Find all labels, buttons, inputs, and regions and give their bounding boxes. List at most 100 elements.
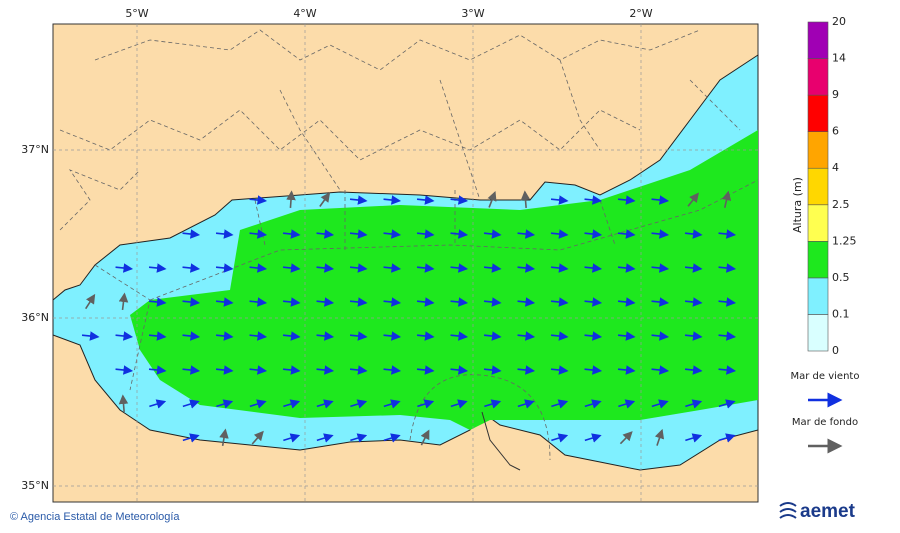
- arrow: [517, 263, 536, 273]
- lon-label: 5°W: [125, 7, 148, 20]
- arrow: [687, 192, 699, 207]
- arrow: [483, 365, 502, 375]
- arrow: [618, 399, 636, 409]
- arrow: [215, 263, 234, 273]
- colorbar-segment: [807, 314, 829, 352]
- arrow: [249, 331, 268, 341]
- arrow: [483, 297, 502, 307]
- arrow: [651, 297, 670, 307]
- colorbar-segment: [807, 58, 829, 96]
- arrow: [684, 297, 703, 307]
- arrow: [115, 263, 134, 273]
- arrow: [416, 229, 435, 239]
- colorbar-tick-label: 0.1: [832, 307, 850, 320]
- colorbar-tick-label: 20: [832, 15, 846, 28]
- colorbar-segment: [807, 277, 829, 315]
- colorbar-segment: [807, 131, 829, 169]
- colorbar-tick-label: 0.5: [832, 271, 850, 284]
- arrow: [550, 195, 569, 205]
- arrow: [282, 229, 301, 239]
- colorbar-segment: [807, 241, 829, 279]
- arrow: [383, 365, 402, 375]
- arrow: [85, 293, 96, 310]
- arrow: [215, 365, 234, 375]
- colorbar-tick-label: 1.25: [832, 234, 857, 247]
- arrow: [383, 195, 402, 205]
- border: [59, 59, 601, 231]
- arrow: [520, 190, 531, 209]
- arrow: [584, 433, 602, 443]
- colorbar-tick-label: 14: [832, 52, 846, 65]
- arrow: [483, 263, 502, 273]
- arrow: [349, 365, 368, 375]
- arrow: [282, 263, 301, 273]
- arrow: [316, 297, 335, 307]
- arrow: [249, 297, 268, 307]
- colorbar-tick-label: 2.5: [832, 198, 850, 211]
- arrow: [517, 229, 536, 239]
- arrow: [316, 365, 335, 375]
- arrow: [617, 331, 636, 341]
- lon-label: 4°W: [293, 7, 316, 20]
- arrow: [685, 399, 703, 409]
- arrow: [118, 394, 129, 413]
- arrow: [349, 229, 368, 239]
- graticule: [53, 24, 758, 502]
- colorbar-segment: [807, 21, 829, 59]
- arrow: [283, 399, 301, 409]
- arrow: [550, 229, 569, 239]
- arrow: [654, 428, 665, 446]
- arrow: [182, 365, 201, 375]
- arrow: [684, 263, 703, 273]
- arrow: [619, 431, 633, 445]
- arrow: [450, 263, 469, 273]
- arrow: [249, 399, 267, 409]
- colorbar-title: Altura (m): [791, 177, 804, 233]
- arrow: [349, 331, 368, 341]
- arrow: [718, 433, 736, 443]
- arrow: [383, 229, 402, 239]
- arrow: [215, 331, 234, 341]
- arrow: [684, 331, 703, 341]
- arrow: [249, 365, 268, 375]
- arrow: [550, 263, 569, 273]
- arrow: [584, 263, 603, 273]
- arrow: [450, 365, 469, 375]
- arrow: [182, 263, 201, 273]
- arrow: [350, 433, 368, 443]
- arrow: [216, 399, 234, 409]
- arrow: [483, 229, 502, 239]
- arrow: [584, 297, 603, 307]
- arrow: [551, 433, 569, 443]
- arrow: [148, 263, 167, 273]
- arrow: [416, 263, 435, 273]
- arrow: [350, 399, 368, 409]
- arrow: [450, 399, 468, 409]
- arrow: [349, 297, 368, 307]
- arrow: [550, 331, 569, 341]
- arrow: [282, 297, 301, 307]
- arrow: [316, 399, 334, 409]
- arrow: [249, 195, 268, 205]
- lon-labels: 5°W 4°W 3°W 2°W: [125, 7, 652, 20]
- arrow: [215, 297, 234, 307]
- legend: Mar de viento Mar de fondo: [791, 371, 859, 454]
- arrow: [450, 195, 469, 205]
- zone-border: [94, 79, 759, 461]
- border: [94, 29, 701, 71]
- arrow: [383, 331, 402, 341]
- arrow: [182, 297, 201, 307]
- colorbar-segment: [807, 94, 829, 132]
- arrow: [286, 190, 296, 209]
- arrow: [148, 365, 167, 375]
- arrow: [316, 263, 335, 273]
- colorbar-tick-label: 0: [832, 344, 839, 357]
- arrow: [721, 190, 732, 208]
- arrow: [685, 433, 703, 443]
- arrow: [487, 191, 497, 208]
- arrow: [718, 365, 737, 375]
- border: [59, 109, 641, 161]
- arrow: [483, 331, 502, 341]
- arrow: [420, 429, 430, 446]
